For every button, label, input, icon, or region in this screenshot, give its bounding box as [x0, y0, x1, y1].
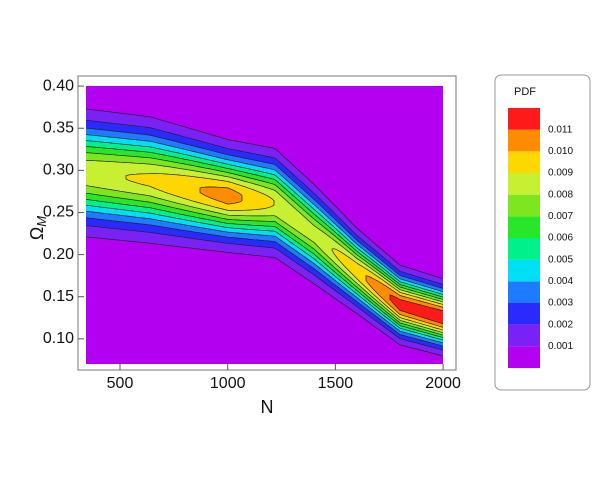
legend-label: 0.002 [548, 319, 573, 330]
legend-label: 0.007 [548, 211, 573, 222]
y-tick-label: 0.35 [43, 119, 74, 136]
y-tick-label: 0.25 [43, 204, 74, 221]
y-tick-label: 0.30 [43, 162, 74, 179]
legend-label: 0.006 [548, 233, 573, 244]
x-tick-label: 1000 [210, 375, 246, 392]
legend-label: 0.003 [548, 298, 573, 309]
contour-area [86, 86, 443, 364]
legend-swatch [508, 151, 540, 173]
legend-label: 0.011 [548, 124, 573, 135]
legend-label: 0.005 [548, 254, 573, 265]
legend-swatch [508, 173, 540, 195]
y-axis-label: ΩM [27, 216, 50, 240]
legend-swatch [508, 346, 540, 368]
legend-swatch [508, 129, 540, 152]
legend-swatch [508, 324, 540, 347]
legend-swatch [508, 259, 540, 282]
legend-swatch [508, 108, 540, 130]
x-tick-label: 2000 [425, 375, 461, 392]
legend-label: 0.004 [548, 276, 573, 287]
y-axis-label-sub: M [34, 216, 49, 227]
legend-swatch [508, 238, 540, 260]
legend-label: 0.009 [548, 168, 573, 179]
legend-label: 0.001 [548, 341, 573, 352]
y-tick-label: 0.10 [43, 330, 74, 347]
x-axis-label: N [261, 397, 274, 417]
legend-swatch [508, 194, 540, 217]
y-tick-label: 0.40 [43, 77, 74, 94]
contour-band [389, 294, 443, 325]
legend-swatch [508, 303, 540, 325]
contour-band [199, 186, 243, 205]
x-tick-label: 500 [107, 375, 134, 392]
x-tick-label: 1500 [318, 375, 354, 392]
y-tick-label: 0.20 [43, 246, 74, 263]
legend-swatch [508, 281, 540, 303]
legend-label: 0.008 [548, 189, 573, 200]
legend-title: PDF [514, 86, 536, 98]
y-axis-label-main: Ω [27, 227, 47, 240]
legend-swatch [508, 216, 540, 238]
y-tick-label: 0.15 [43, 288, 74, 305]
legend-label: 0.010 [548, 146, 573, 157]
